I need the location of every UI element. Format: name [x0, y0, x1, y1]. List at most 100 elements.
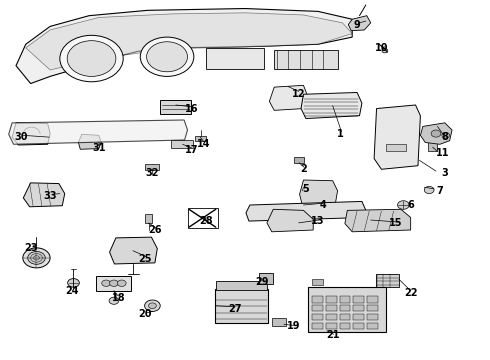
Text: 31: 31: [92, 143, 105, 153]
Text: 20: 20: [138, 309, 152, 319]
Bar: [386, 144, 406, 152]
Bar: [188, 208, 218, 228]
Text: 2: 2: [300, 164, 307, 174]
Bar: [340, 314, 350, 320]
Polygon shape: [299, 180, 338, 206]
Bar: [326, 323, 337, 329]
Text: 24: 24: [65, 286, 79, 296]
Text: 18: 18: [112, 293, 125, 303]
Bar: [312, 305, 323, 311]
Text: 17: 17: [185, 145, 198, 155]
Text: 9: 9: [354, 19, 361, 30]
Polygon shape: [345, 209, 411, 232]
Bar: [367, 305, 377, 311]
Circle shape: [110, 280, 118, 287]
Polygon shape: [374, 105, 420, 169]
Polygon shape: [270, 85, 308, 111]
Text: 8: 8: [441, 132, 448, 142]
Text: 29: 29: [255, 277, 269, 287]
Bar: [308, 287, 386, 332]
Polygon shape: [267, 209, 313, 232]
Text: 6: 6: [407, 200, 414, 210]
Bar: [259, 273, 273, 284]
Bar: [340, 323, 350, 329]
Text: 3: 3: [441, 168, 448, 178]
Text: 12: 12: [292, 89, 305, 99]
Text: 21: 21: [326, 330, 340, 341]
Circle shape: [60, 35, 123, 82]
Polygon shape: [301, 93, 362, 118]
Circle shape: [147, 42, 188, 72]
Text: 32: 32: [146, 168, 159, 178]
Bar: [375, 274, 399, 287]
Text: 11: 11: [436, 148, 449, 158]
Bar: [160, 100, 192, 114]
Circle shape: [102, 280, 111, 287]
Circle shape: [145, 300, 160, 311]
Circle shape: [68, 279, 79, 287]
Circle shape: [424, 186, 434, 194]
Circle shape: [109, 297, 119, 304]
Polygon shape: [24, 183, 65, 207]
Bar: [145, 163, 159, 170]
Bar: [312, 296, 323, 302]
Text: 16: 16: [185, 104, 198, 113]
Bar: [294, 157, 304, 163]
Bar: [326, 305, 337, 311]
Text: 27: 27: [228, 303, 242, 314]
Bar: [340, 296, 350, 302]
Bar: [272, 318, 287, 326]
Bar: [215, 289, 269, 323]
Bar: [353, 314, 364, 320]
Circle shape: [23, 248, 50, 268]
Bar: [206, 48, 265, 69]
Text: 33: 33: [43, 191, 57, 201]
Text: 10: 10: [375, 43, 388, 53]
Text: 7: 7: [437, 186, 443, 196]
Circle shape: [28, 251, 45, 264]
Circle shape: [382, 49, 388, 53]
Bar: [274, 50, 338, 69]
Polygon shape: [246, 202, 366, 221]
Bar: [196, 136, 206, 141]
Polygon shape: [26, 13, 352, 70]
Circle shape: [431, 130, 441, 137]
Bar: [312, 279, 323, 285]
Circle shape: [397, 201, 409, 209]
Text: 23: 23: [24, 243, 37, 253]
Bar: [353, 323, 364, 329]
Text: 15: 15: [389, 218, 403, 228]
Circle shape: [442, 132, 450, 138]
Bar: [353, 296, 364, 302]
Text: 22: 22: [404, 288, 417, 297]
Bar: [340, 305, 350, 311]
Polygon shape: [348, 16, 371, 31]
Text: 14: 14: [197, 139, 210, 149]
Text: 4: 4: [319, 200, 326, 210]
Bar: [171, 140, 193, 148]
Polygon shape: [12, 123, 50, 145]
Bar: [312, 314, 323, 320]
Bar: [216, 281, 267, 290]
Polygon shape: [110, 237, 157, 264]
Bar: [326, 314, 337, 320]
Polygon shape: [420, 123, 452, 144]
Bar: [353, 305, 364, 311]
Text: 5: 5: [302, 184, 309, 194]
Polygon shape: [9, 120, 188, 144]
Text: 25: 25: [138, 253, 152, 264]
Bar: [367, 314, 377, 320]
Bar: [367, 296, 377, 302]
Text: 13: 13: [311, 216, 325, 226]
Bar: [312, 323, 323, 329]
Bar: [145, 214, 152, 223]
Bar: [326, 296, 337, 302]
Circle shape: [67, 41, 116, 76]
Circle shape: [140, 37, 194, 76]
Polygon shape: [16, 9, 352, 84]
Text: 1: 1: [337, 129, 343, 139]
Circle shape: [117, 280, 126, 287]
Text: 30: 30: [14, 132, 27, 142]
Bar: [367, 323, 377, 329]
Text: 26: 26: [148, 225, 162, 235]
